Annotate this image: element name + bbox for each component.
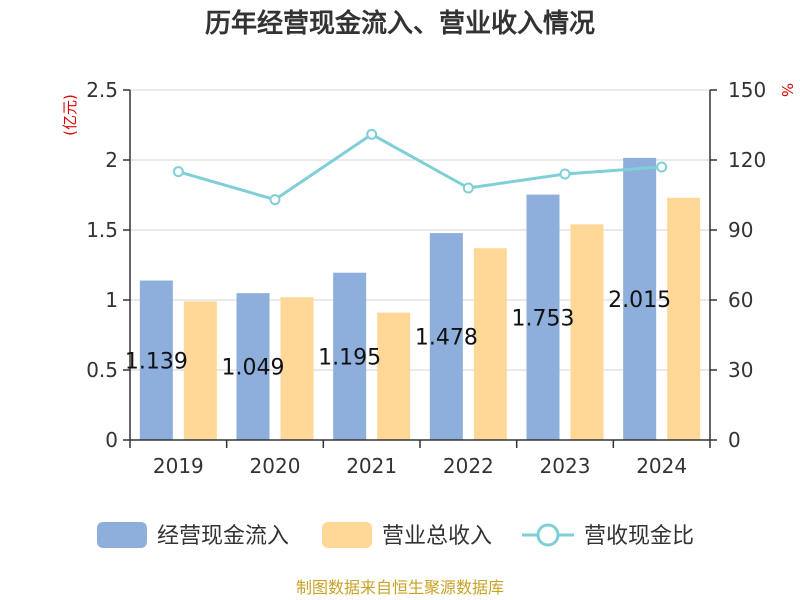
- x-axis-tick-label: 2020: [250, 454, 301, 478]
- legend-swatch-cash-inflow: [97, 522, 147, 548]
- x-axis-tick-label: 2024: [636, 454, 687, 478]
- bar-revenue: [473, 248, 507, 440]
- bar-cash-inflow: [236, 293, 270, 440]
- data-label-cash-inflow: 1.478: [415, 326, 478, 351]
- grid-lines: [130, 89, 710, 371]
- bar-revenue: [667, 197, 701, 440]
- left-axis-tick-label: 0: [105, 428, 118, 452]
- data-label-cash-inflow: 1.195: [318, 345, 381, 370]
- bar-cash-inflow: [139, 280, 173, 440]
- left-axis-tick-label: 1.5: [86, 218, 118, 242]
- ratio-point: [462, 182, 474, 194]
- ratio-line-path: [177, 132, 662, 202]
- ratio-point: [559, 168, 571, 180]
- bar-cash-inflow: [429, 233, 463, 440]
- source-note: 制图数据来自恒生聚源数据库: [296, 578, 504, 597]
- legend-label-ratio: 营收现金比: [584, 524, 694, 549]
- bar-cash-inflow: [526, 194, 560, 440]
- ratio-point: [172, 166, 184, 178]
- left-axis-unit: (亿元): [61, 94, 79, 136]
- legend-swatch-revenue: [322, 522, 372, 548]
- data-label-cash-inflow: 1.753: [512, 306, 575, 331]
- left-axis-tick-label: 2: [105, 148, 118, 172]
- bar-revenue: [183, 301, 217, 440]
- right-axis-tick-label: 60: [728, 288, 753, 312]
- right-axis-tick-label: 0: [728, 428, 741, 452]
- left-axis-tick-label: 2.5: [86, 78, 118, 102]
- chart-title: 历年经营现金流入、营业收入情况: [205, 8, 595, 39]
- data-label-cash-inflow: 1.049: [222, 356, 285, 381]
- legend-label-cash-inflow: 经营现金流入: [157, 524, 289, 549]
- bars: [139, 157, 701, 440]
- bar-revenue: [280, 297, 314, 440]
- bar-cash-inflow: [623, 157, 657, 440]
- right-axis-unit: %: [778, 83, 796, 97]
- left-axis-tick-label: 1: [105, 288, 118, 312]
- data-labels: 1.139 1.049 1.195 1.478 1.753 2.015: [125, 288, 671, 381]
- right-axis-tick-label: 150: [728, 78, 766, 102]
- data-label-cash-inflow: 2.015: [608, 288, 671, 313]
- x-axis-tick-label: 2019: [153, 454, 204, 478]
- right-axis-tick-label: 90: [728, 218, 753, 242]
- right-axis-tick-label: 30: [728, 358, 753, 382]
- ratio-point: [366, 128, 378, 140]
- x-axis-tick-label: 2021: [346, 454, 397, 478]
- bar-revenue: [570, 224, 604, 440]
- x-axis-tick-label: 2022: [443, 454, 494, 478]
- legend-label-revenue: 营业总收入: [382, 524, 492, 549]
- ratio-point: [656, 161, 668, 173]
- ratio-point: [269, 194, 281, 206]
- right-axis-tick-label: 120: [728, 148, 766, 172]
- left-axis-tick-label: 0.5: [86, 358, 118, 382]
- x-axis-tick-label: 2023: [540, 454, 591, 478]
- bar-revenue: [377, 312, 411, 440]
- legend-marker-ratio: [536, 523, 560, 547]
- ratio-line: [172, 128, 668, 206]
- legend: 经营现金流入 营业总收入 营收现金比: [97, 522, 694, 549]
- bar-cash-inflow: [333, 272, 367, 440]
- axes: 0 0 0.5 30 1 60 1.5 90 2 120 2.5 150 2019 2020 2021 202…: [86, 78, 766, 478]
- data-label-cash-inflow: 1.139: [125, 349, 188, 374]
